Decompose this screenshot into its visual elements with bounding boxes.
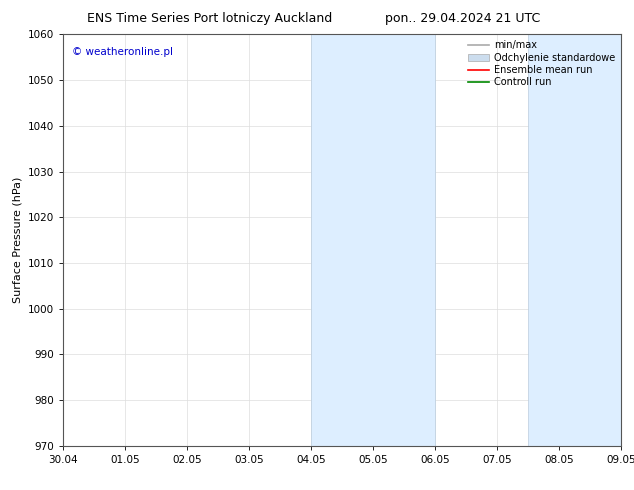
Text: © weatheronline.pl: © weatheronline.pl <box>72 47 173 57</box>
Text: pon.. 29.04.2024 21 UTC: pon.. 29.04.2024 21 UTC <box>385 12 540 25</box>
Y-axis label: Surface Pressure (hPa): Surface Pressure (hPa) <box>13 177 23 303</box>
Bar <box>528 34 621 446</box>
Legend: min/max, Odchylenie standardowe, Ensemble mean run, Controll run: min/max, Odchylenie standardowe, Ensembl… <box>464 36 619 91</box>
Text: ENS Time Series Port lotniczy Auckland: ENS Time Series Port lotniczy Auckland <box>87 12 332 25</box>
Bar <box>311 34 436 446</box>
